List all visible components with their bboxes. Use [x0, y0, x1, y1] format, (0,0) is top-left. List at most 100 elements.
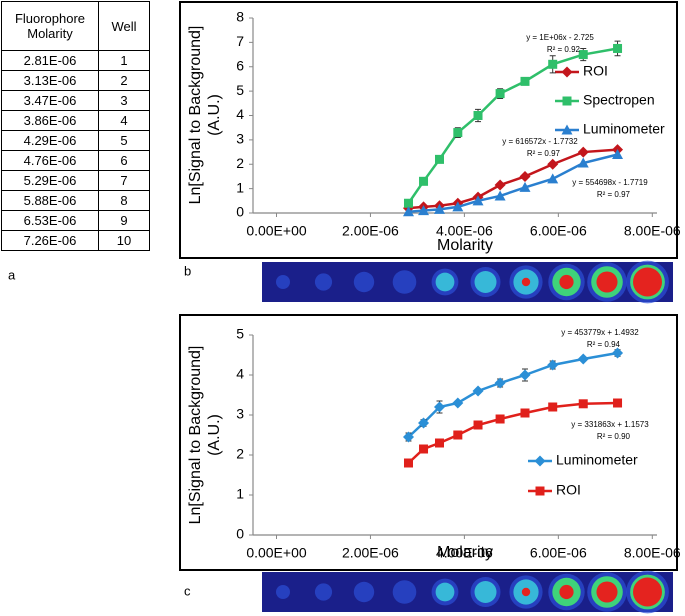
- marker: [520, 76, 530, 86]
- well-core: [474, 581, 497, 603]
- legend-label: Luminometer: [583, 121, 665, 137]
- x-tick-label: 6.00E-06: [530, 223, 587, 239]
- legend-label: ROI: [583, 63, 608, 79]
- x-tick-label: 0.00E+00: [246, 545, 307, 561]
- marker: [494, 179, 506, 191]
- marker: [434, 154, 444, 164]
- well-hot: [633, 577, 662, 607]
- x-axis-label: Molarity: [437, 544, 493, 561]
- y-tick-label: 0: [236, 204, 244, 220]
- table-cell: 3.13E-06: [1, 70, 99, 91]
- marker: [519, 170, 531, 182]
- marker: [452, 397, 464, 409]
- marker: [612, 347, 624, 359]
- annotation: y = 453779x + 1.4932: [561, 328, 639, 337]
- marker: [473, 420, 483, 430]
- marker: [577, 157, 589, 168]
- well-core: [474, 271, 497, 293]
- annotation: y = 1E+06x - 2.725: [526, 33, 594, 42]
- well-core: [435, 582, 455, 602]
- marker: [561, 66, 573, 78]
- y-tick-label: 4: [236, 106, 244, 122]
- marker: [494, 190, 506, 201]
- marker: [577, 353, 589, 365]
- marker: [434, 438, 444, 448]
- x-tick-label: 4.00E-06: [436, 223, 493, 239]
- marker: [402, 206, 414, 217]
- well-hot: [596, 581, 618, 603]
- y-tick-label: 6: [236, 57, 244, 73]
- annotation: y = 554698x - 1.7719: [572, 178, 648, 187]
- marker: [578, 399, 588, 409]
- marker: [534, 455, 546, 467]
- x-tick-label: 0.00E+00: [246, 223, 307, 239]
- table-cell: 10: [98, 230, 150, 251]
- table-header: Fluorophore Molarity: [1, 1, 99, 51]
- annotation: y = 616572x - 1.7732: [502, 137, 578, 146]
- marker: [613, 398, 623, 408]
- panel-label: c: [184, 583, 191, 598]
- series-line: [407, 401, 618, 464]
- y-tick-label: 5: [236, 82, 244, 98]
- series-line: [408, 148, 618, 210]
- well-hot: [521, 587, 531, 597]
- marker: [403, 198, 413, 208]
- marker: [418, 417, 430, 429]
- marker: [419, 176, 429, 186]
- marker: [472, 385, 484, 397]
- marker: [548, 402, 558, 412]
- annotation: R² = 0.97: [597, 190, 631, 199]
- table-cell: 5.29E-06: [1, 170, 99, 191]
- well-hot: [596, 271, 618, 293]
- marker: [433, 401, 445, 413]
- series-line: [407, 47, 618, 204]
- panel-frame: [179, 314, 678, 571]
- marker: [547, 158, 559, 170]
- legend-label: Luminometer: [556, 452, 638, 468]
- table-cell: 7.26E-06: [1, 230, 99, 251]
- well: [353, 271, 375, 293]
- well-hot: [559, 584, 574, 600]
- annotation: R² = 0.90: [597, 432, 631, 441]
- x-tick-label: 2.00E-06: [342, 545, 399, 561]
- marker: [433, 203, 445, 214]
- well-hot: [559, 274, 574, 290]
- marker: [495, 89, 505, 99]
- y-tick-label: 5: [236, 326, 244, 342]
- well: [276, 585, 290, 599]
- x-tick-label: 8.00E-06: [624, 223, 681, 239]
- well: [314, 583, 333, 601]
- well-core: [435, 272, 455, 292]
- y-tick-label: 2: [236, 446, 244, 462]
- x-tick-label: 2.00E-06: [342, 223, 399, 239]
- marker: [419, 444, 429, 454]
- marker: [612, 149, 624, 159]
- marker: [495, 414, 505, 424]
- series-line: [407, 351, 618, 438]
- marker: [452, 201, 464, 212]
- y-axis-label: Ln[Signal to Background] (A.U.): [187, 345, 223, 525]
- marker: [453, 430, 463, 440]
- well: [392, 270, 417, 294]
- y-tick-label: 1: [236, 179, 244, 195]
- y-tick-label: 7: [236, 33, 244, 49]
- y-tick-label: 4: [236, 366, 244, 382]
- legend-label: Spectropen: [583, 92, 655, 108]
- table-cell: 2.81E-06: [1, 50, 99, 71]
- x-tick-label: 8.00E-06: [624, 545, 681, 561]
- annotation: R² = 0.92: [547, 45, 581, 54]
- marker: [519, 181, 531, 192]
- x-axis-label: Molarity: [437, 237, 493, 254]
- legend-label: ROI: [556, 482, 581, 498]
- annotation: y = 331863x + 1.1573: [571, 420, 649, 429]
- y-tick-label: 3: [236, 131, 244, 147]
- marker: [402, 431, 414, 443]
- table-cell: 3.86E-06: [1, 110, 99, 131]
- marker: [520, 408, 530, 418]
- molarity-table: Fluorophore Molarity Well 2.81E-06 1 3.13E-0…: [1, 1, 150, 251]
- y-tick-label: 1: [236, 486, 244, 502]
- y-tick-label: 3: [236, 406, 244, 422]
- panel-label: a: [8, 267, 16, 282]
